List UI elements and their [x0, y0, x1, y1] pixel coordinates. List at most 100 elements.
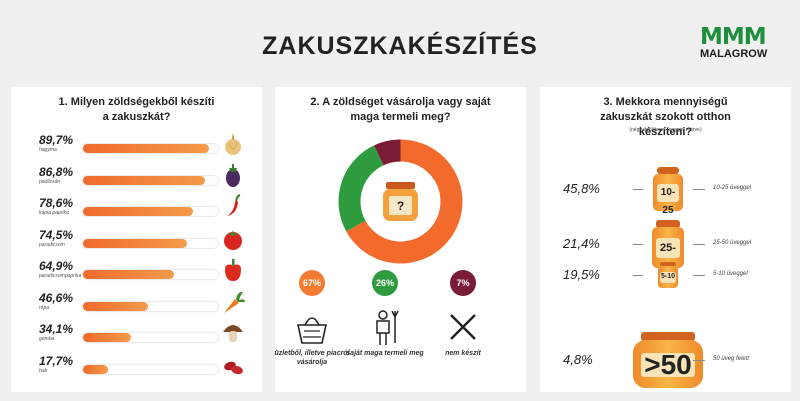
bar-row: 46,6% répa — [11, 291, 262, 327]
bar-category-label: paradicsompaprika — [39, 273, 82, 279]
bar-track — [83, 207, 218, 216]
bar-category-label: gomba — [39, 336, 55, 342]
basket-icon — [297, 317, 327, 344]
chili-pepper-icon — [227, 194, 241, 216]
source-title: 2. A zöldséget vásárolja vagy saját maga… — [310, 96, 491, 123]
bar — [83, 144, 209, 153]
jar-category-label: 50 üveg felett — [713, 356, 750, 362]
stat-label: üzletből, illetve piacról vásárolja — [274, 350, 350, 366]
onion-icon — [225, 133, 241, 155]
jar-category-label: 5-10 üveggel — [713, 271, 748, 277]
vegetables-panel: 1. Milyen zöldségekből készíti a zakuszk… — [11, 87, 262, 392]
jar-label-box: >50 — [641, 349, 695, 381]
bar — [83, 301, 149, 311]
bar-value-label: 78,6% — [39, 196, 74, 210]
jar-question-icon: ? — [383, 182, 418, 221]
bar — [83, 364, 108, 374]
carrot-icon — [224, 291, 245, 313]
bar-track — [83, 144, 218, 153]
bell-pepper-icon — [225, 259, 241, 281]
bar-row: 34,1% gomba — [11, 322, 262, 358]
bar-category-label: répa — [39, 304, 50, 311]
jar-value-label: 21,4% — [563, 236, 600, 251]
eggplant-icon — [226, 163, 240, 187]
stat-label: nem készít — [445, 350, 481, 357]
jar: 10-25 — [653, 167, 683, 216]
bar — [83, 333, 131, 342]
connector-line — [633, 275, 643, 276]
jar-value-label: 45,8% — [563, 181, 600, 196]
vegetables-title: 1. Milyen zöldségekből készíti a zakuszk… — [58, 96, 215, 123]
source-panel: 2. A zöldséget vásárolja vagy saját maga… — [274, 87, 526, 392]
jar: 5-10 — [658, 262, 678, 288]
connector-line — [693, 360, 705, 361]
jar-label-box: 5-10 — [660, 271, 676, 283]
jar-value-label: 4,8% — [563, 352, 593, 367]
connector-line — [693, 244, 705, 245]
bar-track — [83, 301, 218, 311]
jar-lid — [641, 332, 695, 341]
bar-category-label: padlizsán — [39, 178, 61, 185]
bar-track — [83, 238, 218, 248]
quantity-subtitle: (négy deciliteres üveggel mérve) — [629, 127, 702, 133]
jar-label: 5-10 — [660, 272, 675, 280]
bar-value-label: 34,1% — [39, 322, 74, 336]
jar-row: 19,5% 5-10 5-10 üveggel — [540, 262, 791, 288]
malagrow-logo: MMM MALAGROW — [700, 24, 782, 61]
jar-lid — [656, 167, 680, 175]
quantity-title: 3. Mekkora mennyiségű zakuszkát szokott … — [600, 96, 731, 138]
pie-slice — [346, 139, 463, 264]
bar-value-label: 46,6% — [39, 290, 74, 305]
jar-row: 45,8% 10-25 10-25 üveggel — [540, 167, 791, 216]
bar — [83, 207, 194, 216]
bean-icon — [224, 361, 243, 374]
cross-icon — [450, 314, 476, 340]
connector-line — [633, 189, 643, 190]
jar-label: 10-25 — [660, 186, 676, 217]
quantity-panel: 3. Mekkora mennyiségű zakuszkát szokott … — [540, 87, 791, 392]
jar: >50 — [633, 332, 703, 388]
connector-line — [693, 189, 705, 190]
page-title: ZAKUSZKAKÉSZÍTÉS — [262, 32, 538, 60]
bar-value-label: 86,8% — [39, 164, 74, 179]
source-donut-chart: ? — [338, 139, 463, 264]
bar — [83, 270, 174, 279]
bar — [83, 238, 188, 248]
mushroom-icon — [223, 325, 243, 342]
stat-label: saját maga termeli meg — [346, 350, 424, 357]
jar-category-label: 25-50 üveggel — [713, 240, 752, 246]
logo-mmm: MMM — [700, 24, 767, 50]
jar-row: 21,4% 25-50 25-50 üveggel — [540, 220, 791, 274]
jar-lid — [660, 262, 676, 267]
jar-value-label: 19,5% — [563, 267, 600, 282]
bar-row: 86,8% padlizsán — [11, 163, 262, 201]
farmer-icon — [376, 310, 399, 345]
bar-row: 78,6% kápia paprika — [11, 194, 262, 232]
bar-row: 74,5% paradicsom — [11, 228, 262, 264]
bar-row: 64,9% paradicsompaprika — [11, 259, 262, 295]
bar-track — [83, 333, 218, 342]
stat-badge: 67% — [299, 270, 325, 296]
bar-track — [83, 364, 218, 374]
bar-row: 17,7% bab — [11, 354, 262, 390]
bar-category-label: hagyma — [39, 147, 57, 153]
bar-value-label: 89,7% — [39, 133, 74, 147]
jar-row: 4,8% >50 50 üveg felett — [540, 332, 791, 388]
bar-value-label: 64,9% — [39, 259, 74, 273]
bar-category-label: kápia paprika — [39, 210, 69, 216]
jar-category-label: 10-25 üveggel — [713, 185, 752, 191]
connector-line — [633, 244, 643, 245]
bar-track — [83, 270, 218, 279]
stat-badge: 7% — [450, 270, 476, 296]
bar-row: 89,7% hagyma — [11, 133, 262, 169]
pie-slice — [374, 139, 401, 166]
pie-slice — [338, 145, 384, 232]
bar-category-label: paradicsom — [39, 241, 65, 248]
bar-value-label: 74,5% — [39, 227, 74, 242]
jar-label-box: 10-25 — [656, 183, 680, 216]
connector-line — [693, 275, 705, 276]
bar-value-label: 17,7% — [39, 353, 74, 368]
jar-lid — [655, 220, 681, 228]
stat-badge: 26% — [372, 270, 398, 296]
jar-label: >50 — [644, 349, 692, 381]
